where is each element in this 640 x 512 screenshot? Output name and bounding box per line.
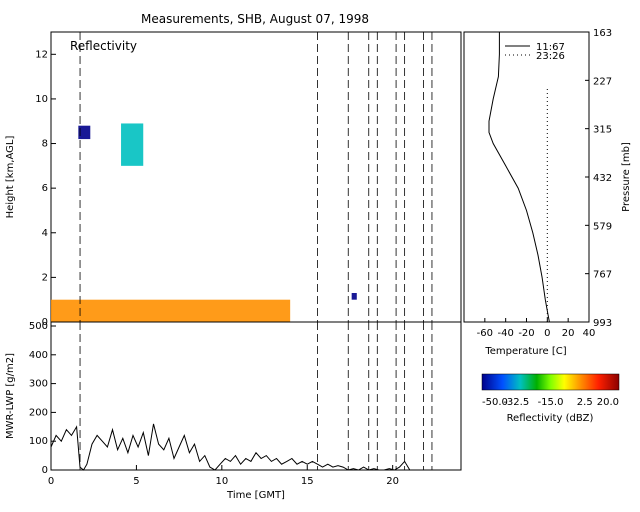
height-tick-label: 6 (42, 183, 48, 194)
sounding-panel: Pressure [mb] Temperature [C] -60 -40 -20 0… (463, 28, 632, 357)
temperature-tick-label: 0 (544, 328, 550, 339)
panel-annotation: Reflectivity (70, 39, 137, 53)
pressure-tick-label: 163 (593, 28, 612, 39)
colorbar-gradient (481, 373, 620, 391)
time-x-ticks: 0 5 10 15 20 (48, 465, 399, 487)
pressure-tick-label: 432 (593, 173, 612, 184)
lwp-panel-frame (50, 321, 462, 471)
pressure-tick-label: 767 (593, 270, 612, 281)
height-tick-label: 2 (42, 272, 48, 283)
y-axis-label-height: Height [km,AGL] (5, 136, 16, 219)
y-axis-label-pressure: Pressure [mb] (621, 142, 632, 212)
legend-entry-1: 11:67 (536, 42, 565, 53)
time-tick-label: 5 (133, 476, 139, 487)
sounding-panel-frame (463, 31, 590, 323)
height-tick-label: 4 (42, 228, 48, 239)
echo-region (78, 125, 91, 140)
colorbar-tick-label: 20.0 (597, 397, 619, 408)
lwp-y-ticks: 0 100 200 300 400 500 (29, 321, 56, 476)
colorbar-label: Reflectivity (dBZ) (507, 413, 594, 424)
colorbar-ticks: -50.0-32.5 -15.0 2.5 20.0 (482, 397, 619, 408)
temperature-tick-label: -20 (518, 328, 534, 339)
colorbar-tick-label: 2.5 (577, 397, 593, 408)
echo-region (51, 299, 291, 322)
height-tick-label: 8 (42, 139, 48, 150)
temperature-tick-label: -60 (477, 328, 493, 339)
echo-regions (51, 123, 357, 322)
time-tick-label: 15 (301, 476, 314, 487)
echo-region (351, 293, 357, 300)
reflectivity-panel: Reflectivity Height [km,AGL] 0 2 4 6 8 10 12 (5, 31, 462, 328)
time-tick-label: 0 (48, 476, 54, 487)
chart-title: Measurements, SHB, August 07, 1998 (141, 12, 369, 26)
temperature-tick-label: -40 (497, 328, 513, 339)
temperature-tick-label: 20 (562, 328, 575, 339)
pressure-tick-label: 227 (593, 76, 612, 87)
y-axis-label-lwp: MWR-LWP [g/m2] (5, 353, 16, 439)
reflectivity-panel-frame (50, 31, 462, 323)
lwp-dashed-lines (79, 322, 433, 470)
lwp-series-line (50, 423, 420, 471)
lwp-tick-label: 400 (29, 350, 48, 361)
height-tick-label: 10 (35, 94, 48, 105)
lwp-tick-label: 200 (29, 407, 48, 418)
colorbar-tick-label: -50.0 (482, 397, 508, 408)
colorbar-tick-label: -15.0 (538, 397, 564, 408)
dashed-time-lines (79, 32, 433, 322)
pressure-tick-label: 579 (593, 221, 612, 232)
x-axis-label-time: Time [GMT] (226, 490, 285, 501)
lwp-tick-label: 500 (29, 321, 48, 332)
lwp-tick-label: 100 (29, 436, 48, 447)
time-tick-label: 20 (386, 476, 399, 487)
colorbar-tick-label: -32.5 (503, 397, 529, 408)
lwp-tick-label: 300 (29, 379, 48, 390)
colorbar: -50.0-32.5 -15.0 2.5 20.0 Reflectivity (dBZ… (481, 373, 620, 424)
temperature-ticks: -60 -40 -20 0 20 40 (477, 318, 596, 339)
lwp-panel: MWR-LWP [g/m2] Time [GMT] 01002003004005… (5, 321, 462, 501)
height-ticks: 0 2 4 6 8 10 12 (35, 49, 56, 328)
height-tick-label: 12 (35, 49, 48, 60)
height-tick-label: 0 (42, 317, 48, 328)
pressure-tick-label: 315 (593, 125, 612, 136)
legend-entry-2: 23:26 (536, 51, 565, 62)
lwp-tick-label: 0 (42, 465, 48, 476)
temperature-tick-label: 40 (583, 328, 596, 339)
time-tick-label: 10 (215, 476, 228, 487)
pressure-tick-label: 993 (593, 318, 612, 329)
echo-region (121, 123, 144, 166)
pressure-ticks: 163 227 315 432 579 767 993 (585, 28, 612, 329)
x-axis-label-temperature: Temperature [C] (484, 346, 566, 357)
sounding-series-solid (488, 32, 550, 323)
